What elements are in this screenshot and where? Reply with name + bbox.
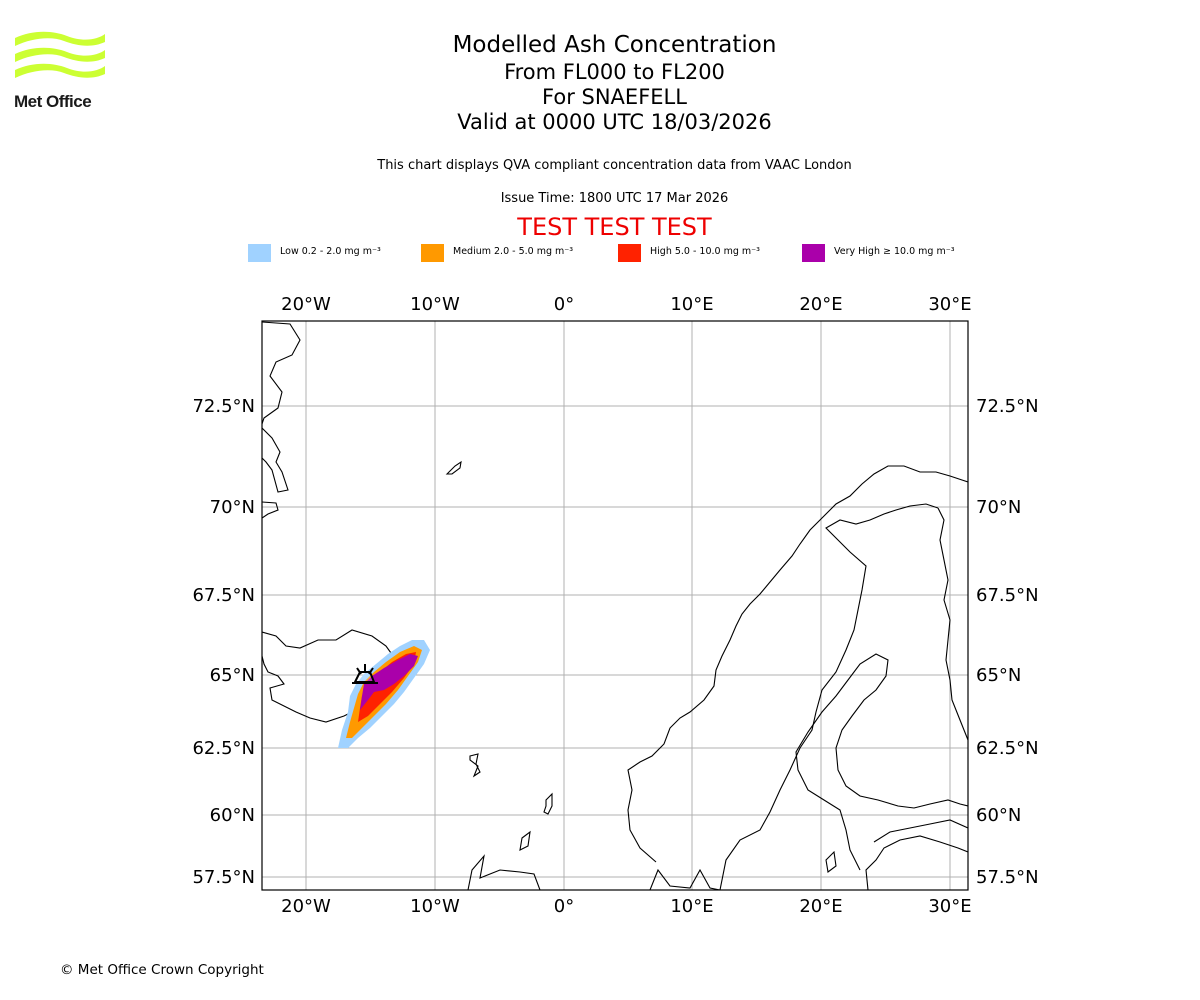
lon-label-top-30e: 30°E [928,294,971,315]
legend-swatch-medium [421,244,444,262]
chart-title: Modelled Ash Concentration [452,32,777,58]
lon-labels-top: 20°W 10°W 0° 10°E 20°E 30°E [281,294,971,315]
orkney-coast [519,830,531,851]
norway-coast [627,465,968,890]
lat-label-right-72-5n: 72.5°N [976,396,1039,417]
lon-label-bottom-20w: 20°W [281,896,331,917]
lon-label-top-0: 0° [554,294,574,315]
jan-mayen-coast [445,460,462,475]
legend-item-low: Low 0.2 - 2.0 mg m⁻³ [248,244,408,264]
scotland-coast [467,854,541,890]
lat-label-left-57-5n: 57.5°N [192,867,255,888]
lat-label-right-62-5n: 62.5°N [976,738,1039,759]
ash-plume [338,640,430,748]
legend-label-medium: Medium 2.0 - 5.0 mg m⁻³ [453,246,574,257]
bothnia-coast [795,653,968,871]
lat-label-left-67-5n: 67.5°N [192,585,255,606]
sweden-finland-border [937,507,968,741]
issue-time: Issue Time: 1800 UTC 17 Mar 2026 [500,191,729,206]
test-banner: TEST TEST TEST [517,213,712,241]
shetland-coast [543,792,553,815]
lon-label-bottom-30e: 30°E [928,896,971,917]
legend-swatch-low [248,244,271,262]
lon-label-top-20w: 20°W [281,294,331,315]
lon-label-bottom-10w: 10°W [410,896,460,917]
lon-label-bottom-10e: 10°E [670,896,713,917]
gotland-coast [825,850,837,873]
legend-item-high: High 5.0 - 10.0 mg m⁻³ [618,244,788,264]
coastlines [262,321,968,890]
lat-label-right-57-5n: 57.5°N [976,867,1039,888]
lon-label-top-20e: 20°E [799,294,842,315]
lat-label-left-60n: 60°N [210,805,255,826]
legend-label-very-high: Very High ≥ 10.0 mg m⁻³ [834,246,955,257]
lon-label-top-10w: 10°W [410,294,460,315]
legend-item-medium: Medium 2.0 - 5.0 mg m⁻³ [421,244,601,264]
lat-label-right-70n: 70°N [976,497,1021,518]
legend-label-high: High 5.0 - 10.0 mg m⁻³ [650,246,760,257]
lon-labels-bottom: 20°W 10°W 0° 10°E 20°E 30°E [281,896,971,917]
lat-label-right-60n: 60°N [976,805,1021,826]
norway-sweden-border [719,503,939,890]
lat-labels-right: 72.5°N 70°N 67.5°N 65°N 62.5°N 60°N 57.5… [976,396,1039,888]
lon-label-top-10e: 10°E [670,294,713,315]
lat-label-right-67-5n: 67.5°N [976,585,1039,606]
baltic-coast [865,819,968,890]
lon-label-bottom-0: 0° [554,896,574,917]
logo-wordmark: Met Office [14,92,92,111]
legend-swatch-high [618,244,641,262]
plume-very-high [360,654,418,710]
lat-label-left-72-5n: 72.5°N [192,396,255,417]
lat-label-right-65n: 65°N [976,665,1021,686]
greenland-coast [262,321,301,519]
chart-titles: Modelled Ash Concentration From FL000 to… [0,30,1200,135]
met-office-logo-icon [15,31,105,78]
volcano-name: For SNAEFELL [542,85,687,109]
lat-label-left-65n: 65°N [210,665,255,686]
valid-time: Valid at 0000 UTC 18/03/2026 [457,110,772,134]
map-frame [262,321,968,890]
lon-label-bottom-20e: 20°E [799,896,842,917]
legend-item-very-high: Very High ≥ 10.0 mg m⁻³ [802,244,992,264]
chart-description: This chart displays QVA compliant concen… [377,158,852,173]
lat-label-left-62-5n: 62.5°N [192,738,255,759]
lat-label-left-70n: 70°N [210,497,255,518]
graticule [262,321,968,890]
map-border [261,320,969,891]
level-range: From FL000 to FL200 [504,60,725,84]
legend-swatch-very-high [802,244,825,262]
copyright-notice: © Met Office Crown Copyright [60,962,264,978]
lat-labels-left: 72.5°N 70°N 67.5°N 65°N 62.5°N 60°N 57.5… [192,396,255,888]
faroe-coast [469,753,481,778]
legend-label-low: Low 0.2 - 2.0 mg m⁻³ [280,246,381,257]
volcano-icon [352,664,378,684]
